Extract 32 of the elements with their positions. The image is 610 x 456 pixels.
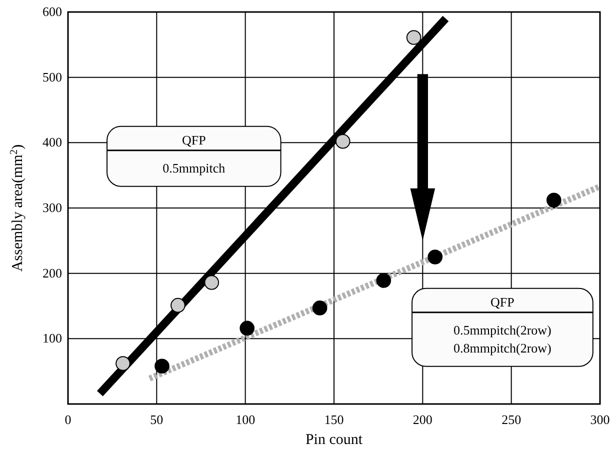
- annotation: 0.5mmpitch(2row): [454, 322, 552, 338]
- x-tick-label: 300: [590, 412, 610, 427]
- y-tick-label: 400: [42, 134, 62, 150]
- annotation: 0.8mmpitch(2row): [454, 340, 552, 356]
- annotation: QFP: [490, 294, 514, 310]
- y-tick-label: 600: [42, 4, 62, 19]
- x-axis-title: Pin count: [305, 432, 364, 448]
- point: [335, 134, 350, 149]
- point: [406, 30, 422, 45]
- annotation: 0.5mmpitch: [162, 160, 226, 176]
- point: [376, 273, 392, 288]
- point: [312, 300, 328, 316]
- point: [170, 298, 186, 313]
- y-tick-label: 500: [42, 69, 62, 84]
- x-tick-label: 0: [64, 412, 72, 427]
- y-tick-label: 300: [42, 200, 62, 215]
- x-tick-label: 200: [412, 412, 432, 427]
- point: [116, 356, 130, 371]
- point: [204, 275, 220, 290]
- y-tick-label: 200: [42, 265, 62, 280]
- label-box: QFP 0.5mmpitch(2row) 0.8mmpitch(2row): [412, 288, 594, 367]
- y-tick-label: 100: [42, 330, 62, 346]
- point: [240, 320, 255, 336]
- label-box: QFP 0.5mmpitch: [106, 126, 282, 187]
- x-tick-label: 50: [150, 412, 164, 427]
- point: [546, 192, 562, 208]
- annotation: QFP: [182, 132, 206, 148]
- point: [428, 250, 442, 264]
- x-tick-label: 100: [236, 412, 256, 427]
- x-tick-label: 250: [502, 412, 522, 427]
- point: [154, 358, 170, 374]
- x-tick-label: 150: [324, 412, 344, 427]
